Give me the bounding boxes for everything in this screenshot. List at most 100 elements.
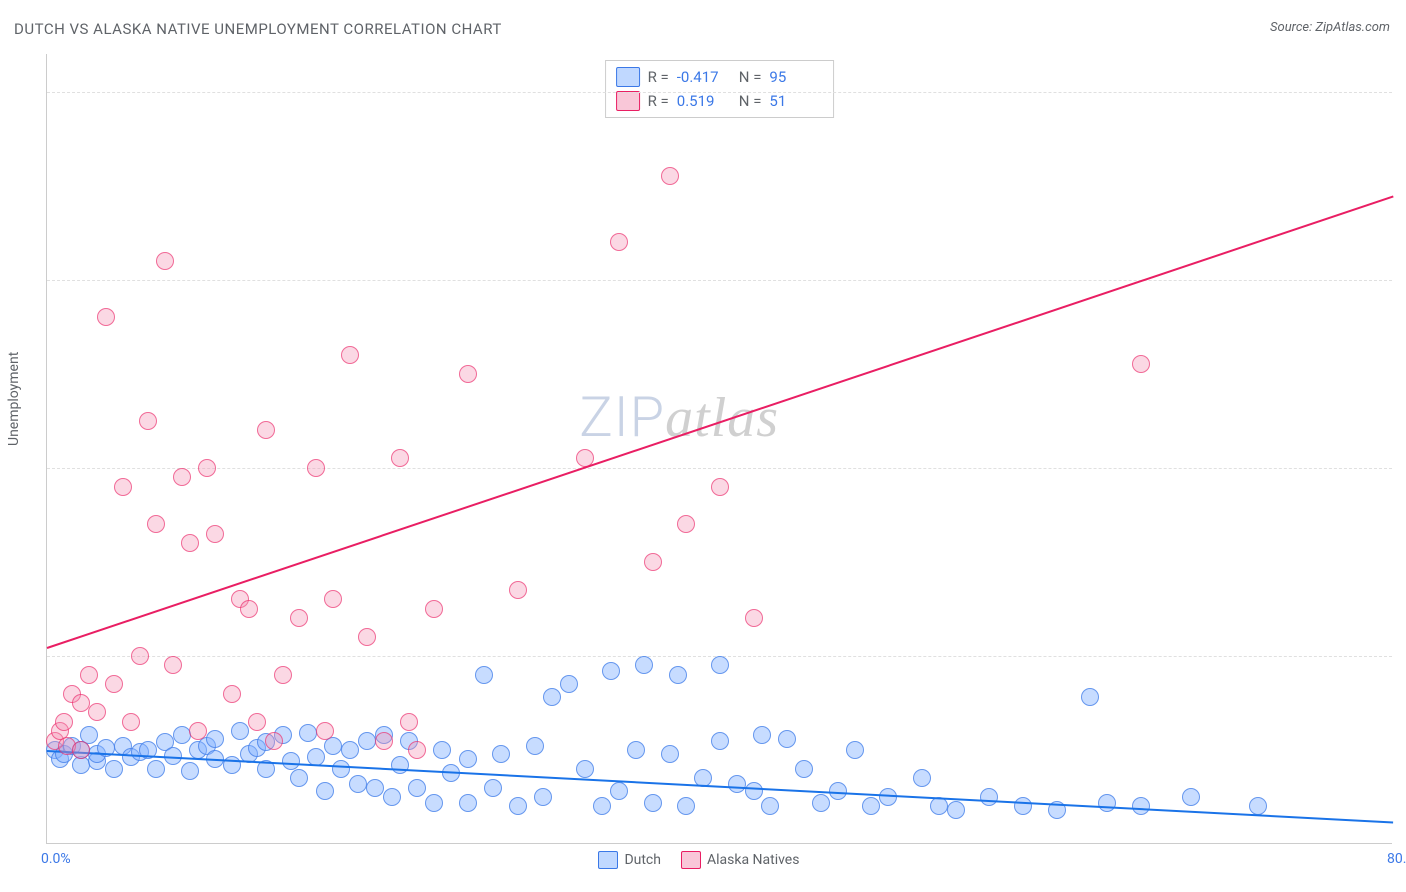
data-point bbox=[677, 515, 695, 533]
data-point bbox=[526, 737, 544, 755]
watermark: ZIPatlas bbox=[579, 384, 779, 450]
data-point bbox=[560, 675, 578, 693]
data-point bbox=[164, 656, 182, 674]
data-point bbox=[728, 775, 746, 793]
legend-item-alaska: Alaska Natives bbox=[681, 851, 800, 869]
data-point bbox=[1182, 788, 1200, 806]
data-point bbox=[610, 233, 628, 251]
data-point bbox=[299, 724, 317, 742]
data-point bbox=[459, 750, 477, 768]
watermark-zip: ZIP bbox=[579, 384, 665, 450]
data-point bbox=[198, 459, 216, 477]
data-point bbox=[391, 449, 409, 467]
data-point bbox=[72, 694, 90, 712]
data-point bbox=[947, 801, 965, 819]
data-point bbox=[812, 794, 830, 812]
stat-n-value: 51 bbox=[769, 92, 823, 110]
data-point bbox=[761, 797, 779, 815]
data-point bbox=[1132, 797, 1150, 815]
data-point bbox=[290, 609, 308, 627]
y-tick-label: 10.0% bbox=[1398, 648, 1406, 664]
data-point bbox=[425, 600, 443, 618]
data-point bbox=[139, 412, 157, 430]
data-point bbox=[711, 656, 729, 674]
data-point bbox=[265, 732, 283, 750]
data-point bbox=[147, 760, 165, 778]
data-point bbox=[534, 788, 552, 806]
legend-label: Alaska Natives bbox=[707, 852, 800, 868]
plot-area: ZIPatlas R = -0.417 N = 95 R = 0.519 N =… bbox=[46, 54, 1392, 844]
data-point bbox=[1014, 797, 1032, 815]
data-point bbox=[316, 722, 334, 740]
data-point bbox=[88, 703, 106, 721]
data-point bbox=[492, 745, 510, 763]
swatch-icon bbox=[616, 91, 640, 111]
data-point bbox=[122, 713, 140, 731]
legend-item-dutch: Dutch bbox=[598, 851, 661, 869]
data-point bbox=[181, 534, 199, 552]
data-point bbox=[114, 478, 132, 496]
data-point bbox=[147, 515, 165, 533]
data-point bbox=[913, 769, 931, 787]
data-point bbox=[206, 730, 224, 748]
y-tick-label: 30.0% bbox=[1398, 272, 1406, 288]
data-point bbox=[475, 666, 493, 684]
stat-r-label: R = bbox=[648, 92, 669, 110]
data-point bbox=[433, 741, 451, 759]
y-tick-label: 40.0% bbox=[1398, 84, 1406, 100]
data-point bbox=[459, 365, 477, 383]
legend-label: Dutch bbox=[624, 852, 661, 868]
data-point bbox=[97, 308, 115, 326]
x-tick-label: 80.0% bbox=[1387, 851, 1406, 867]
data-point bbox=[778, 730, 796, 748]
data-point bbox=[72, 741, 90, 759]
watermark-atlas: atlas bbox=[665, 387, 779, 449]
data-point bbox=[408, 741, 426, 759]
swatch-icon bbox=[598, 851, 618, 869]
data-point bbox=[358, 732, 376, 750]
data-point bbox=[745, 609, 763, 627]
data-point bbox=[231, 722, 249, 740]
stat-r-value: 0.519 bbox=[677, 92, 731, 110]
data-point bbox=[332, 760, 350, 778]
data-point bbox=[669, 666, 687, 684]
data-point bbox=[509, 581, 527, 599]
data-point bbox=[248, 713, 266, 731]
gridline bbox=[47, 280, 1392, 281]
data-point bbox=[282, 752, 300, 770]
stat-n-value: 95 bbox=[769, 68, 823, 86]
data-point bbox=[400, 713, 418, 731]
data-point bbox=[391, 756, 409, 774]
stat-r-value: -0.417 bbox=[677, 68, 731, 86]
data-point bbox=[635, 656, 653, 674]
data-point bbox=[602, 662, 620, 680]
stats-box: R = -0.417 N = 95 R = 0.519 N = 51 bbox=[605, 60, 835, 118]
data-point bbox=[1249, 797, 1267, 815]
y-tick-label: 20.0% bbox=[1398, 460, 1406, 476]
trend-line bbox=[47, 750, 1393, 823]
data-point bbox=[240, 600, 258, 618]
data-point bbox=[930, 797, 948, 815]
data-point bbox=[753, 726, 771, 744]
data-point bbox=[349, 775, 367, 793]
trend-line bbox=[47, 195, 1394, 648]
data-point bbox=[181, 762, 199, 780]
legend-bottom: Dutch Alaska Natives bbox=[598, 851, 799, 869]
data-point bbox=[173, 726, 191, 744]
stats-row-dutch: R = -0.417 N = 95 bbox=[616, 65, 824, 89]
data-point bbox=[543, 688, 561, 706]
data-point bbox=[131, 647, 149, 665]
data-point bbox=[316, 782, 334, 800]
swatch-icon bbox=[681, 851, 701, 869]
data-point bbox=[223, 685, 241, 703]
data-point bbox=[846, 741, 864, 759]
swatch-icon bbox=[616, 67, 640, 87]
y-axis-label: Unemployment bbox=[6, 352, 22, 446]
data-point bbox=[290, 769, 308, 787]
data-point bbox=[627, 741, 645, 759]
data-point bbox=[189, 722, 207, 740]
data-point bbox=[1081, 688, 1099, 706]
data-point bbox=[980, 788, 998, 806]
data-point bbox=[644, 794, 662, 812]
data-point bbox=[661, 167, 679, 185]
